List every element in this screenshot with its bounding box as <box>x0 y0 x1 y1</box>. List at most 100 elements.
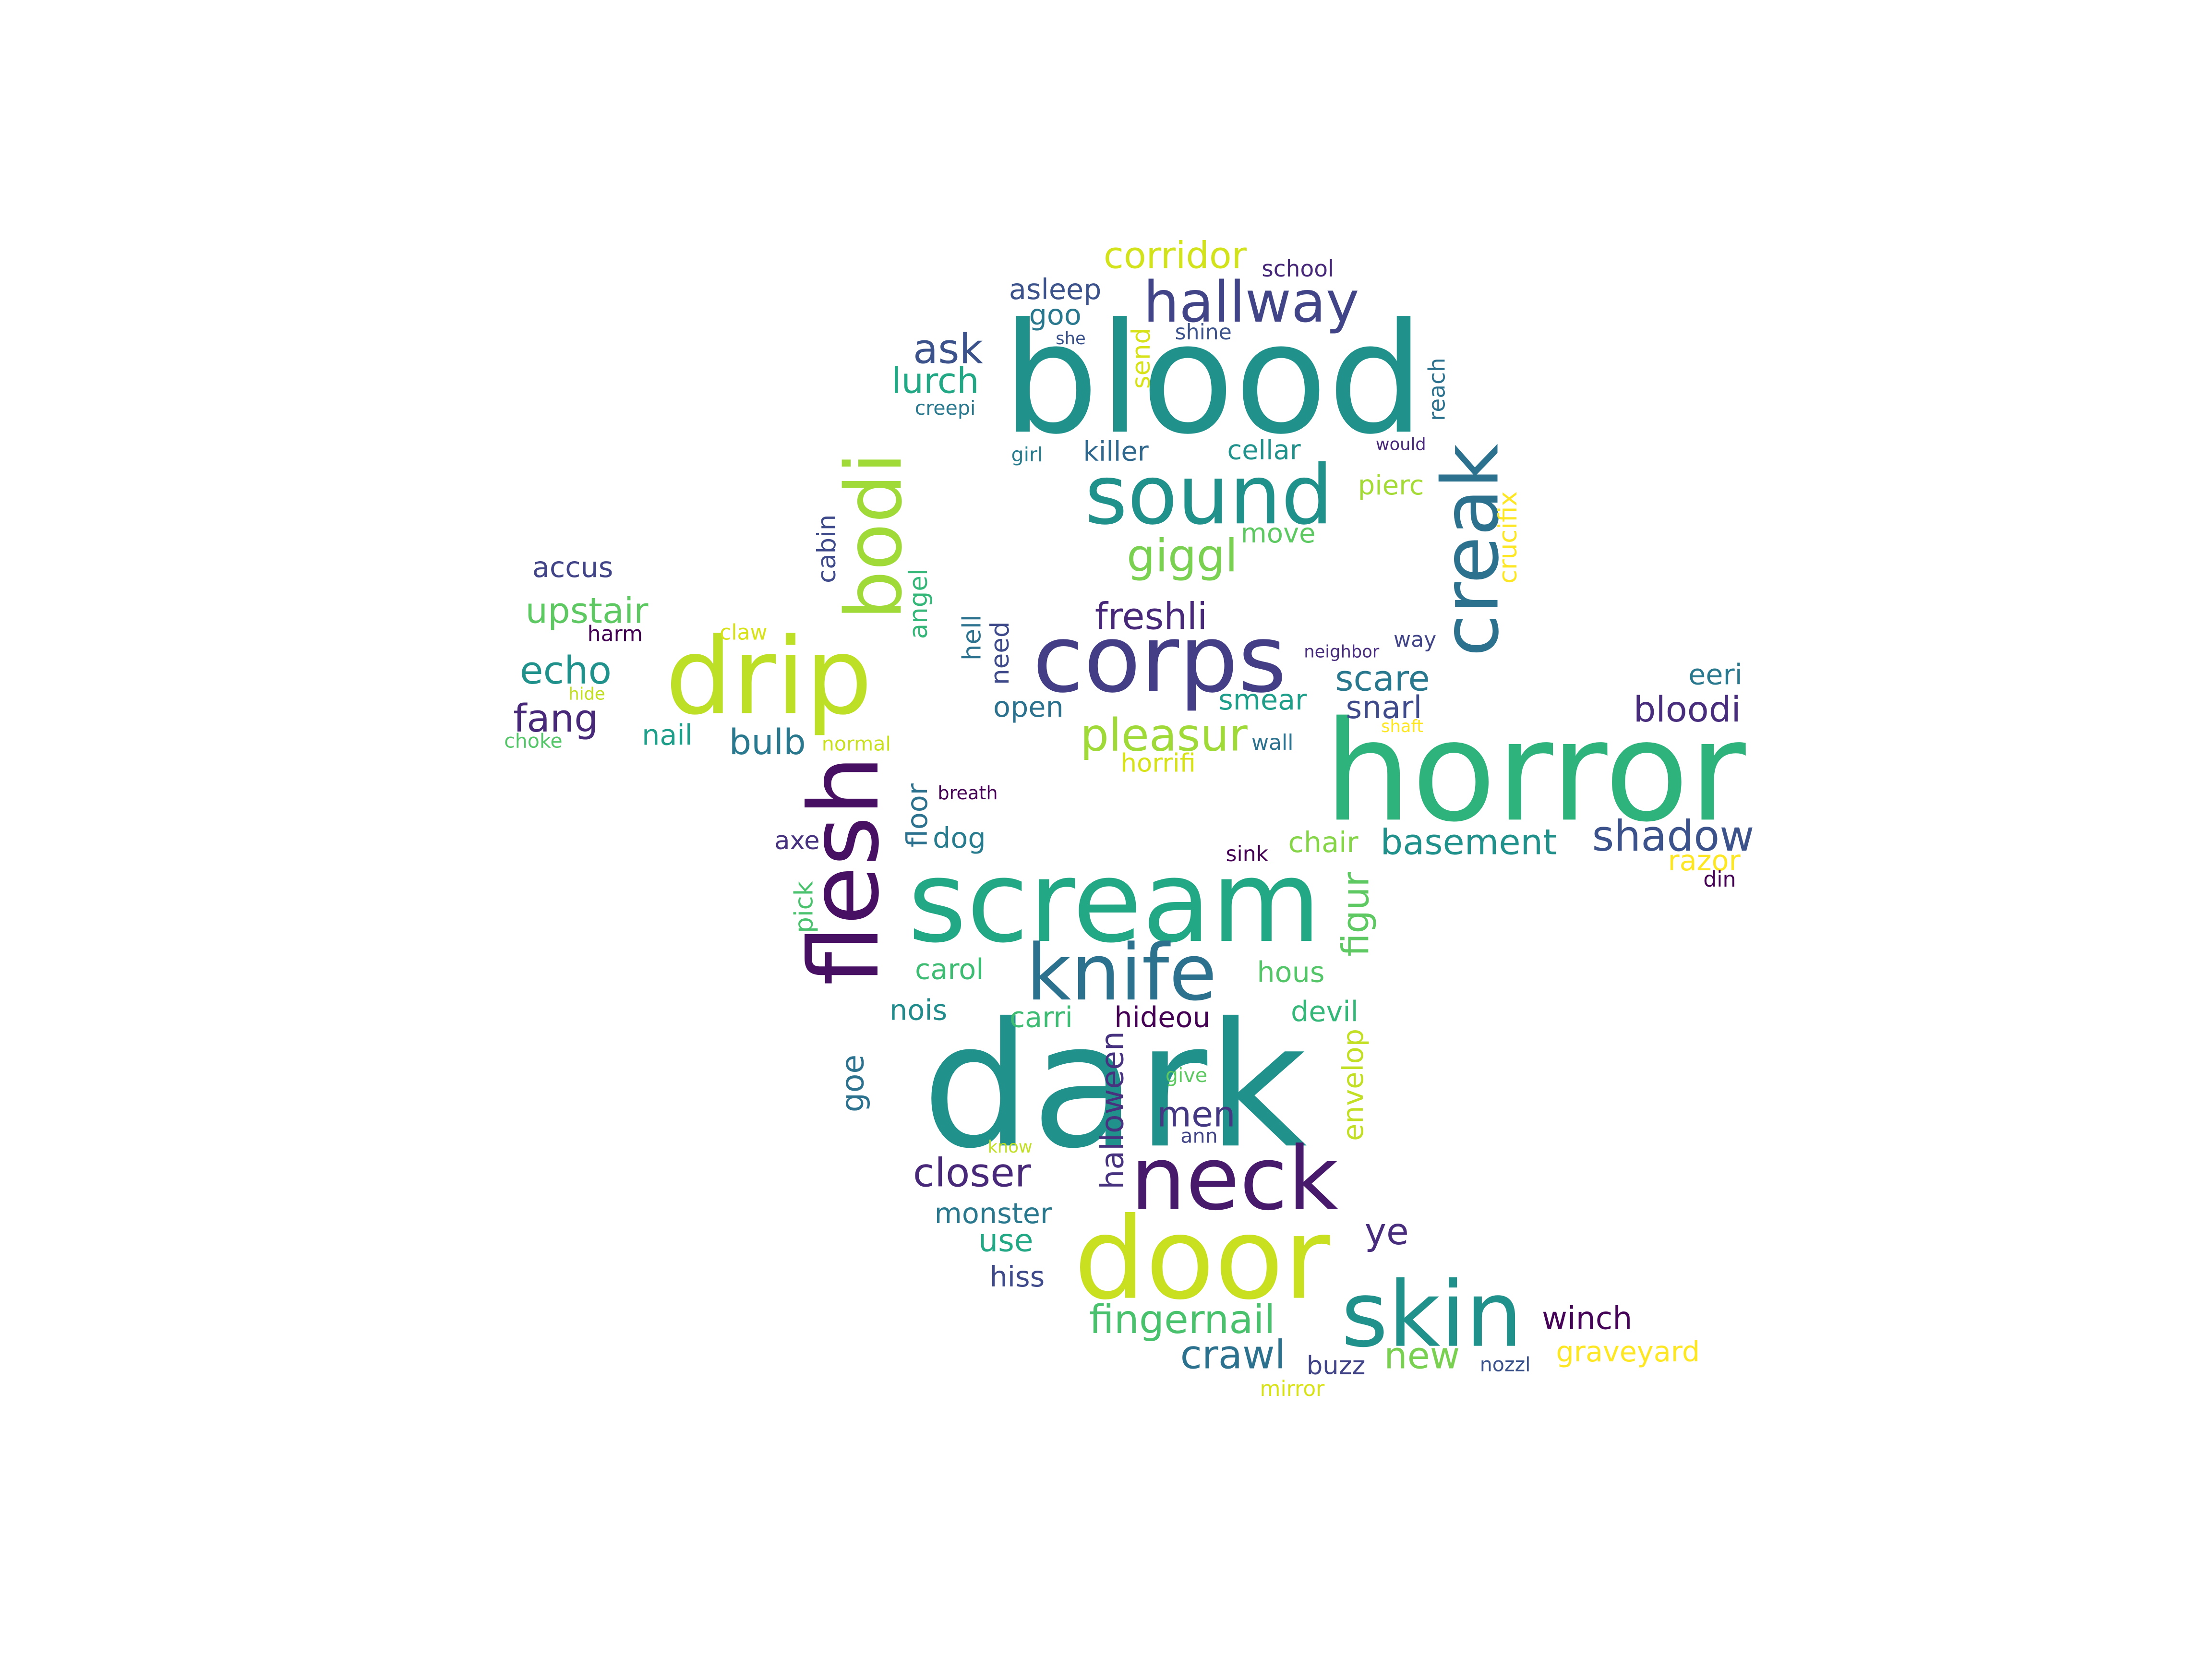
word-goe: goe <box>836 1054 872 1113</box>
word-graveyard: graveyard <box>1556 1334 1700 1369</box>
word-knife: knife <box>1026 927 1217 1018</box>
word-know: know <box>987 1137 1033 1157</box>
word-creepi: creepi <box>914 397 976 421</box>
word-girl: girl <box>1011 444 1043 467</box>
word-send: send <box>1127 327 1157 389</box>
word-skin: skin <box>1341 1264 1523 1369</box>
word-shadow: shadow <box>1592 812 1755 862</box>
word-snarl: snarl <box>1346 691 1422 727</box>
word-devil: devil <box>1291 994 1358 1029</box>
word-normal: normal <box>821 733 891 757</box>
word-giggl: giggl <box>1127 529 1238 583</box>
word-closer: closer <box>913 1150 1031 1197</box>
word-buzz: buzz <box>1306 1351 1366 1382</box>
word-monster: monster <box>934 1196 1052 1230</box>
word-nail: nail <box>642 718 693 752</box>
word-corps: corps <box>1033 605 1287 714</box>
word-lurch: lurch <box>891 360 979 402</box>
word-hideou: hideou <box>1114 1000 1211 1034</box>
word-crucifix: crucifix <box>1494 491 1524 584</box>
word-hide: hide <box>568 684 605 704</box>
word-use: use <box>978 1224 1034 1260</box>
word-horrifi: horrifi <box>1120 749 1196 779</box>
word-harm: harm <box>587 621 643 647</box>
word-winch: winch <box>1541 1302 1633 1337</box>
word-asleep: asleep <box>1009 272 1102 306</box>
word-scare: scare <box>1335 658 1430 699</box>
word-crawl: crawl <box>1180 1332 1286 1379</box>
word-carri: carri <box>1009 1000 1073 1034</box>
word-figur: figur <box>1336 872 1379 957</box>
word-way: way <box>1394 627 1437 653</box>
word-carol: carol <box>915 952 984 986</box>
word-mirror: mirror <box>1260 1376 1325 1402</box>
word-blood: blood <box>1002 292 1425 469</box>
word-choke: choke <box>504 731 563 754</box>
word-pleasur: pleasur <box>1080 708 1248 762</box>
word-bodi: bodi <box>829 452 919 620</box>
word-floor: floor <box>900 783 934 848</box>
word-move: move <box>1240 518 1316 550</box>
word-drip: drip <box>665 614 873 739</box>
word-goo: goo <box>1029 298 1082 332</box>
word-new: new <box>1384 1336 1460 1379</box>
word-ask: ask <box>913 325 983 373</box>
word-nois: nois <box>890 993 948 1027</box>
word-would: would <box>1375 434 1426 455</box>
word-scream: scream <box>908 836 1322 968</box>
word-neighbor: neighbor <box>1304 642 1380 662</box>
word-sink: sink <box>1226 841 1269 867</box>
word-ye: ye <box>1364 1212 1409 1254</box>
word-razor: razor <box>1668 843 1741 878</box>
word-neck: neck <box>1130 1127 1339 1230</box>
word-men: men <box>1157 1094 1236 1135</box>
word-chair: chair <box>1288 825 1358 859</box>
word-echo: echo <box>519 649 612 694</box>
word-cabin: cabin <box>812 514 842 583</box>
word-pick: pick <box>790 881 820 933</box>
word-shaft: shaft <box>1381 716 1424 737</box>
word-envelop: envelop <box>1336 1028 1370 1141</box>
word-school: school <box>1262 255 1334 282</box>
word-fang: fang <box>513 697 599 742</box>
word-reach: reach <box>1423 358 1451 421</box>
word-axe: axe <box>774 827 820 856</box>
word-din: din <box>1703 866 1736 892</box>
word-fingernail: fingernail <box>1089 1296 1275 1343</box>
word-bulb: bulb <box>729 721 806 763</box>
word-shine: shine <box>1175 319 1232 345</box>
word-freshli: freshli <box>1094 597 1208 639</box>
word-hous: hous <box>1257 955 1325 989</box>
word-basement: basement <box>1380 821 1557 863</box>
word-open: open <box>993 690 1064 724</box>
word-hallway: hallway <box>1143 271 1359 336</box>
word-claw: claw <box>719 620 768 646</box>
word-cellar: cellar <box>1227 435 1301 467</box>
word-corridor: corridor <box>1103 235 1247 278</box>
word-angel: angel <box>904 568 934 639</box>
word-wall: wall <box>1251 730 1294 756</box>
word-flesh: flesh <box>790 755 902 986</box>
word-door: door <box>1074 1193 1330 1325</box>
word-bloodi: bloodi <box>1633 689 1741 730</box>
word-breath: breath <box>938 783 998 805</box>
word-pierc: pierc <box>1358 470 1424 502</box>
word-dog: dog <box>933 821 986 855</box>
word-sound: sound <box>1084 447 1334 543</box>
word-nozzl: nozzl <box>1479 1354 1531 1377</box>
word-need: need <box>986 621 1016 685</box>
word-horror: horror <box>1323 692 1746 854</box>
word-hiss: hiss <box>989 1260 1045 1294</box>
word-eeri: eeri <box>1688 657 1743 692</box>
word-she: she <box>1056 328 1086 349</box>
word-hell: hell <box>958 614 988 661</box>
word-smear: smear <box>1218 683 1307 717</box>
word-accus: accus <box>532 550 613 584</box>
word-killer: killer <box>1083 436 1149 468</box>
word-upstair: upstair <box>525 590 649 632</box>
word-give: give <box>1165 1065 1208 1088</box>
word-halloween: halloween <box>1096 1031 1131 1190</box>
word-dark: dark <box>922 986 1307 1187</box>
word-ann: ann <box>1180 1126 1218 1149</box>
